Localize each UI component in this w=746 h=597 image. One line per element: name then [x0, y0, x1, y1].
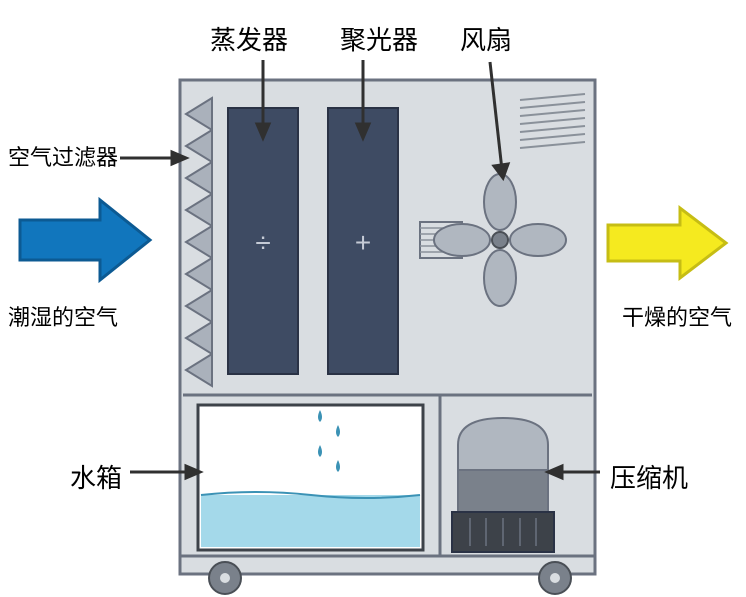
- condenser-label: 聚光器: [340, 20, 418, 57]
- evaporator-label: 蒸发器: [210, 20, 288, 57]
- dry-air-label: 干燥的空气: [622, 300, 732, 332]
- compressor: [452, 418, 554, 552]
- air-filter-label: 空气过滤器: [8, 140, 118, 172]
- condenser-symbol: +: [355, 227, 371, 258]
- machine-base: [180, 556, 595, 574]
- wheel-left-hub: [220, 573, 230, 583]
- water-tank: [198, 405, 423, 550]
- wheel-right-hub: [550, 573, 560, 583]
- fan-label: 风扇: [460, 20, 512, 57]
- compressor-label: 压缩机: [610, 458, 688, 495]
- humid-air-label: 潮湿的空气: [8, 300, 118, 332]
- dry-air-arrow: [608, 208, 726, 278]
- evaporator-symbol: ÷: [255, 227, 270, 258]
- humid-air-arrow: [20, 200, 150, 280]
- water-tank-label: 水箱: [70, 458, 122, 495]
